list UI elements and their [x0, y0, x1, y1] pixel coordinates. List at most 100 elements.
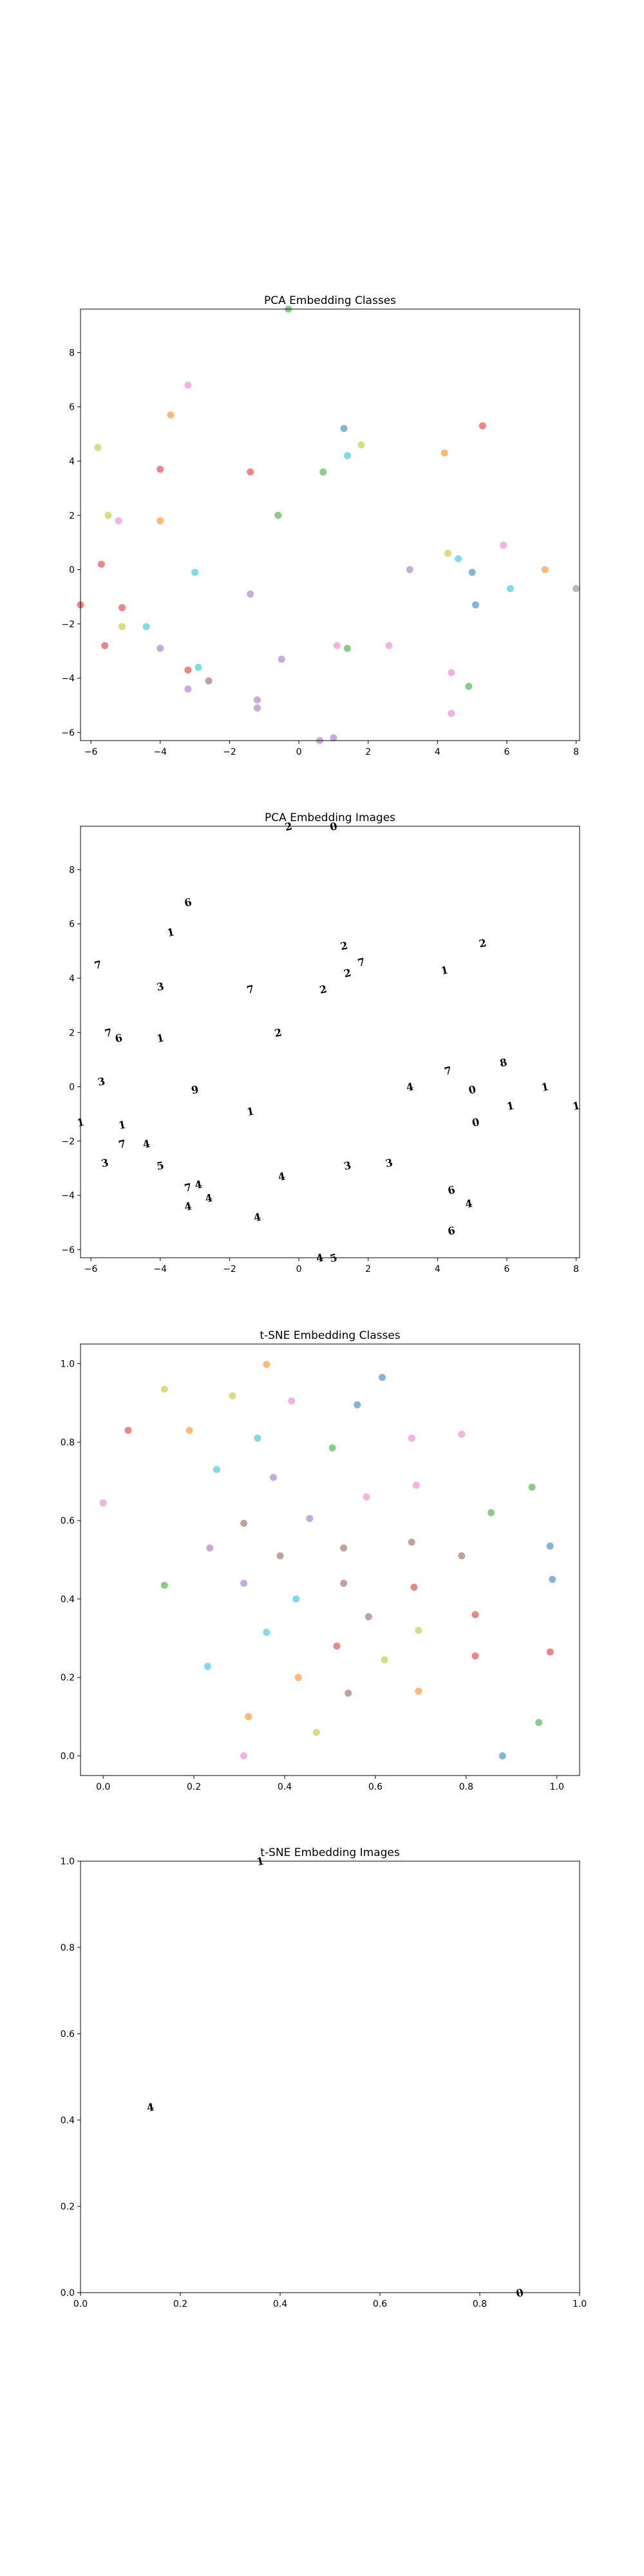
data-point [458, 1430, 466, 1438]
data-point [306, 1515, 314, 1522]
data-point [340, 1544, 348, 1552]
x-tick-label: 4 [435, 747, 440, 757]
y-tick-label: 6 [69, 402, 75, 413]
y-tick-label: 0.4 [61, 2116, 75, 2126]
data-point [263, 1361, 270, 1368]
x-tick-label: 0.0 [96, 1782, 110, 1792]
y-tick-label: 0.0 [61, 2288, 75, 2298]
y-tick-label: 2 [69, 1028, 75, 1038]
plot-area [80, 826, 580, 1258]
chart-title: t-SNE Embedding Images [260, 1846, 400, 1859]
data-point [288, 1397, 296, 1405]
chart-title: t-SNE Embedding Classes [260, 1329, 400, 1342]
y-tick-label: 1.0 [61, 1359, 75, 1369]
data-point [312, 1728, 320, 1736]
data-point [506, 585, 514, 592]
data-point [412, 1481, 420, 1489]
digit-image-point: 6 [114, 1032, 124, 1045]
y-tick-label: −2 [61, 1137, 75, 1147]
digit-image-point: 4 [146, 2101, 155, 2114]
y-tick-label: 0.6 [61, 1516, 75, 1526]
digit-image-point: 6 [447, 1224, 457, 1238]
data-point [546, 1542, 554, 1550]
x-tick-label: 0.2 [187, 1782, 201, 1792]
data-point [340, 424, 348, 432]
data-point [191, 569, 199, 576]
axes-frame [80, 1861, 580, 2293]
data-point [357, 441, 365, 449]
y-tick-label: 0.8 [61, 1943, 75, 1953]
data-marks: 140 [146, 1855, 524, 2300]
y-tick-label: 0.0 [61, 1752, 75, 1762]
x-tick-label: −6 [84, 747, 98, 757]
digit-image-point: 8 [498, 1056, 508, 1070]
y-tick-label: −6 [61, 1245, 75, 1255]
chart-panel-4: t-SNE Embedding Images 0.0 0.2 0.4 0.6 0.8 1.0… [61, 1846, 587, 2309]
digit-image-point: 2 [478, 936, 488, 950]
x-tick-label: 0.8 [473, 2299, 487, 2309]
plot-area [80, 1344, 580, 1776]
data-point [478, 422, 486, 430]
y-tick-label: −4 [61, 1191, 75, 1201]
data-point [213, 1466, 220, 1473]
y-tick-label: 6 [69, 920, 75, 930]
digit-image-point: 7 [443, 1064, 453, 1077]
data-point [184, 381, 192, 389]
digit-image-point: 7 [104, 1026, 113, 1039]
y-tick-label: 0.2 [61, 1673, 75, 1683]
digit-image-point: 6 [184, 896, 193, 909]
data-point [269, 1473, 277, 1481]
data-point [573, 585, 580, 592]
data-point [160, 1582, 168, 1589]
chart-panel-3: t-SNE Embedding Classes 0.0 0.2 0.4 0.6 0.8 1.… [61, 1329, 580, 1792]
digit-image-point: 4 [277, 1170, 287, 1184]
digit-image-point: 5 [155, 1159, 165, 1173]
data-point [194, 663, 202, 671]
x-tick-label: 1.0 [573, 2299, 587, 2309]
y-tick-label: 4 [69, 457, 75, 467]
data-point [345, 1689, 352, 1697]
x-tick-label: 0.8 [459, 1782, 473, 1792]
digit-image-point: 1 [540, 1081, 550, 1094]
chart-panel-1: PCA Embedding Classes −6 −4 −2 0 2 4 6 8 −6 −4 −2 0 2… [61, 294, 580, 757]
digit-image-point: 4 [405, 1081, 415, 1094]
data-point [276, 1552, 284, 1560]
data-point [240, 1519, 248, 1527]
data-point [160, 1385, 168, 1393]
data-point [379, 1374, 386, 1381]
data-point [488, 1509, 495, 1517]
data-point [415, 1627, 422, 1634]
y-tick-label: 4 [69, 974, 75, 984]
y-tick-label: −2 [61, 620, 75, 630]
data-point [363, 1493, 370, 1501]
digit-image-point: 4 [464, 1197, 473, 1211]
data-point [185, 1426, 193, 1434]
digit-image-point: 3 [155, 980, 165, 994]
data-point [278, 656, 285, 663]
data-point [115, 517, 122, 525]
data-point [546, 1648, 554, 1656]
digit-image-point: 7 [184, 1180, 193, 1194]
data-point [254, 1434, 261, 1442]
data-point [500, 542, 507, 549]
data-point [471, 1652, 479, 1660]
digit-image-point: 0 [471, 1115, 480, 1129]
data-point [229, 1392, 236, 1399]
data-point [328, 1444, 336, 1452]
data-point [340, 1580, 348, 1587]
data-point [498, 1752, 506, 1760]
digit-image-point: 1 [166, 925, 176, 939]
digit-image-point: 1 [245, 1104, 255, 1118]
x-tick-label: 2 [365, 1264, 371, 1274]
data-point [294, 1674, 302, 1681]
y-tick-label: 0.2 [61, 2202, 75, 2212]
data-point [444, 549, 451, 557]
data-point [465, 683, 473, 690]
digit-image-point: 3 [384, 1157, 394, 1170]
data-point [440, 449, 448, 457]
y-tick-label: 0 [69, 1083, 75, 1093]
x-tick-label: 0.2 [173, 2299, 187, 2309]
data-point [167, 411, 175, 419]
data-point [448, 669, 455, 677]
data-point [406, 566, 413, 574]
